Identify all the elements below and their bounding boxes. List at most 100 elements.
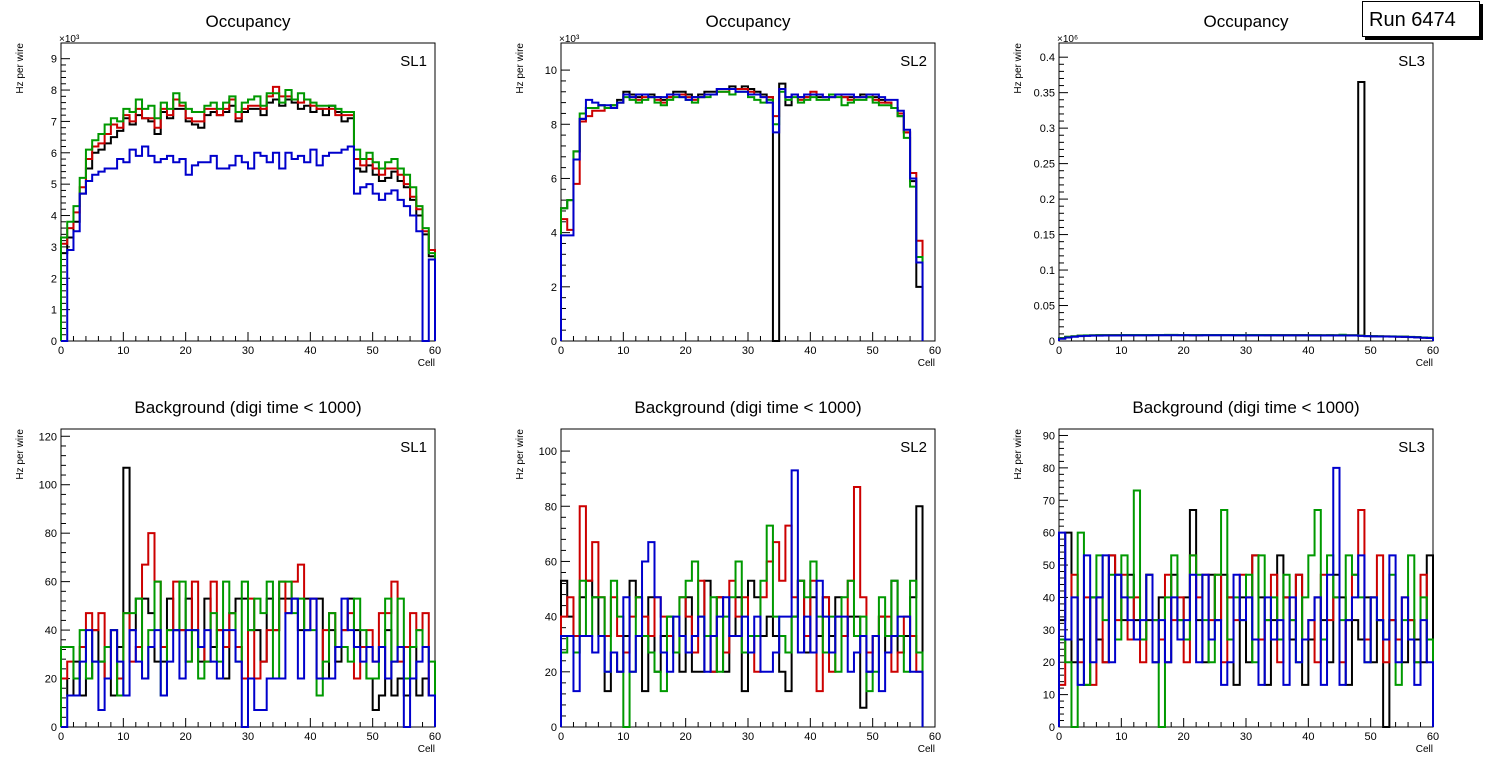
y-tick-label: 0.05: [1034, 301, 1055, 313]
x-tick-label: 50: [1365, 731, 1377, 743]
y-tick-label: 100: [539, 446, 557, 458]
x-axis-label: Cell: [418, 744, 435, 755]
y-tick-label: 20: [45, 674, 57, 686]
y-axis-label: Hz per wire: [15, 429, 26, 480]
y-exponent-label: ×10⁶: [1057, 34, 1078, 45]
chart-panel-3: Occupancy SL3 Hz per wire Cell ×10⁶ 0 10 20 30 40…: [1013, 12, 1439, 369]
y-tick-label: 10: [1043, 690, 1055, 702]
y-tick-label: 5: [51, 179, 57, 191]
x-tick-label: 0: [1056, 731, 1062, 743]
x-tick-label: 40: [304, 731, 316, 743]
histogram-series-black: [1058, 81, 1434, 341]
y-tick-label: 0.4: [1040, 52, 1055, 64]
y-axis-label: Hz per wire: [515, 43, 526, 94]
histogram-series-blue: [1058, 466, 1434, 727]
y-axis-label: Hz per wire: [15, 43, 26, 94]
x-tick-label: 30: [1240, 345, 1252, 357]
histogram-series-black: [560, 82, 924, 342]
histogram-series-green: [60, 580, 436, 727]
x-tick-label: 30: [242, 345, 254, 357]
superlayer-tag: SL3: [1398, 439, 1425, 456]
x-tick-label: 50: [1365, 345, 1377, 357]
y-tick-label: 60: [1043, 528, 1055, 540]
x-tick-label: 40: [1302, 345, 1314, 357]
y-tick-label: 6: [551, 173, 557, 185]
histogram-series-green: [560, 90, 924, 341]
run-label-box: Run 6474: [1362, 1, 1480, 37]
x-tick-label: 60: [929, 345, 941, 357]
y-tick-label: 7: [51, 116, 57, 128]
superlayer-tag: SL2: [900, 53, 927, 70]
x-tick-label: 50: [867, 731, 879, 743]
x-tick-label: 40: [804, 731, 816, 743]
y-tick-label: 30: [1043, 625, 1055, 637]
y-tick-label: 0.35: [1034, 88, 1055, 100]
y-tick-label: 40: [545, 612, 557, 624]
superlayer-tag: SL3: [1398, 53, 1425, 70]
x-tick-label: 10: [1115, 345, 1127, 357]
y-tick-label: 50: [1043, 560, 1055, 572]
chart-title: Occupancy: [1203, 12, 1289, 31]
plot-frame: [60, 42, 436, 342]
y-tick-label: 120: [39, 431, 57, 443]
y-axis-label: Hz per wire: [1013, 429, 1024, 480]
x-tick-label: 20: [1178, 731, 1190, 743]
x-tick-label: 10: [617, 731, 629, 743]
y-tick-label: 1: [51, 305, 57, 317]
plot-frame: [1058, 42, 1434, 342]
y-tick-label: 40: [1043, 592, 1055, 604]
x-tick-label: 0: [58, 345, 64, 357]
y-tick-label: 20: [1043, 657, 1055, 669]
x-tick-label: 10: [1115, 731, 1127, 743]
y-tick-label: 4: [551, 228, 557, 240]
x-tick-label: 10: [117, 731, 129, 743]
chart-title: Background (digi time < 1000): [634, 398, 861, 417]
y-tick-label: 0: [51, 722, 57, 734]
histogram-series-green: [60, 89, 436, 341]
histogram-series-red: [560, 88, 924, 341]
x-tick-label: 50: [367, 731, 379, 743]
histogram-series-blue: [560, 469, 924, 727]
x-tick-label: 0: [558, 731, 564, 743]
x-tick-label: 20: [680, 345, 692, 357]
y-tick-label: 8: [551, 119, 557, 131]
y-tick-label: 0.15: [1034, 230, 1055, 242]
y-tick-label: 6: [51, 148, 57, 160]
y-exponent-label: ×10³: [559, 34, 580, 45]
chart-title: Background (digi time < 1000): [134, 398, 361, 417]
x-tick-label: 50: [367, 345, 379, 357]
x-tick-label: 0: [558, 345, 564, 357]
x-tick-label: 0: [58, 731, 64, 743]
x-tick-label: 40: [1302, 731, 1314, 743]
x-tick-label: 10: [117, 345, 129, 357]
y-axis-label: Hz per wire: [1013, 43, 1024, 94]
y-tick-label: 0.1: [1040, 265, 1055, 277]
y-axis-label: Hz per wire: [515, 429, 526, 480]
x-axis-label: Cell: [1416, 358, 1433, 369]
x-tick-label: 20: [1178, 345, 1190, 357]
x-tick-label: 30: [742, 345, 754, 357]
y-tick-label: 70: [1043, 495, 1055, 507]
histogram-series-blue: [560, 88, 924, 341]
y-tick-label: 3: [51, 242, 57, 254]
y-tick-label: 20: [545, 667, 557, 679]
chart-panel-6: Background (digi time < 1000) SL3 Hz per w…: [1013, 398, 1439, 755]
y-tick-label: 0: [51, 336, 57, 348]
y-tick-label: 0: [551, 722, 557, 734]
y-tick-label: 0.3: [1040, 123, 1055, 135]
x-tick-label: 30: [1240, 731, 1252, 743]
x-tick-label: 10: [617, 345, 629, 357]
x-tick-label: 40: [804, 345, 816, 357]
chart-title: Background (digi time < 1000): [1132, 398, 1359, 417]
x-axis-label: Cell: [418, 358, 435, 369]
run-label: Run 6474: [1369, 9, 1456, 31]
y-tick-label: 0.25: [1034, 159, 1055, 171]
y-tick-label: 0: [551, 336, 557, 348]
x-tick-label: 40: [304, 345, 316, 357]
histogram-series-blue: [1058, 334, 1434, 341]
y-tick-label: 2: [551, 282, 557, 294]
y-tick-label: 60: [45, 577, 57, 589]
